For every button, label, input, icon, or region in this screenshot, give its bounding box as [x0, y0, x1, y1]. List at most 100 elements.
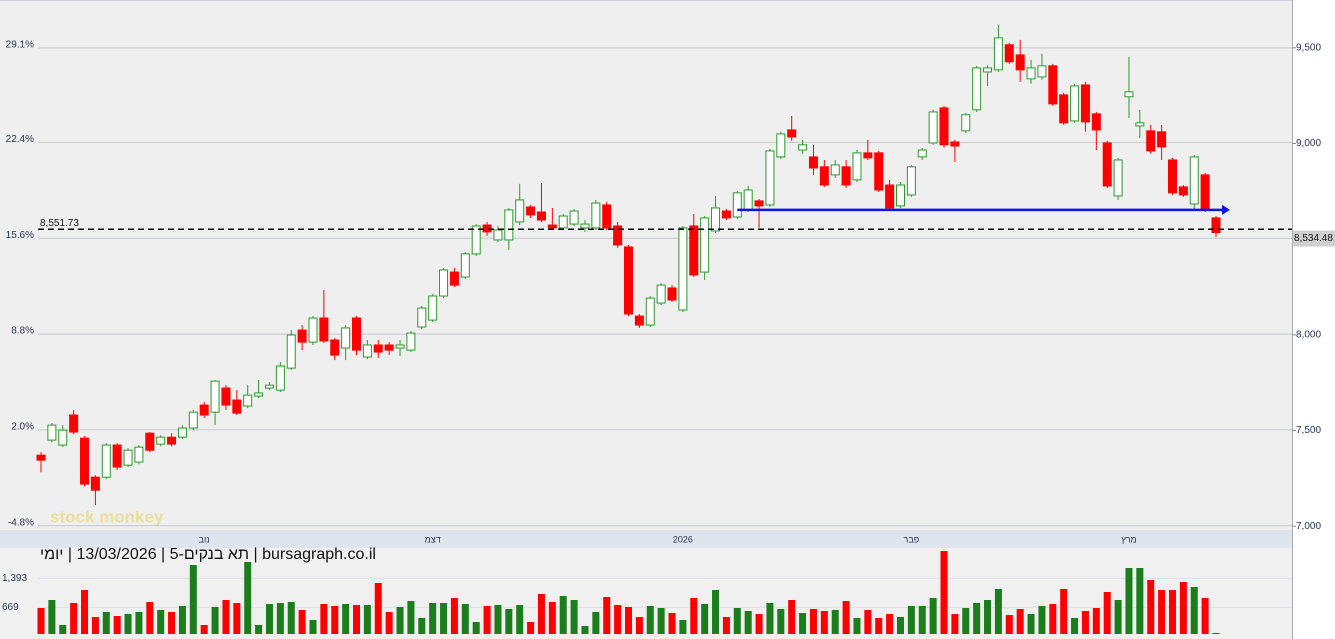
candle-body [243, 394, 253, 407]
volume-bar [614, 605, 622, 634]
volume-bar [537, 594, 545, 634]
candle-body [732, 192, 742, 218]
candle-body [352, 317, 362, 351]
volume-bar [211, 607, 219, 634]
candle-body [1178, 186, 1188, 196]
candle-body [591, 202, 601, 229]
candle-body [297, 329, 307, 343]
volume-bar [450, 598, 458, 634]
candle-body [449, 271, 459, 286]
candle-body [460, 253, 470, 278]
candle-body [1157, 131, 1167, 148]
candle-body [482, 224, 492, 233]
volume-bar [994, 589, 1002, 634]
x-tick-label: 2026 [673, 534, 693, 544]
candle-body [1124, 91, 1134, 98]
volume-bar [516, 605, 524, 634]
candle-body [504, 209, 514, 241]
volume-bar [842, 601, 850, 634]
volume-bar [494, 605, 502, 634]
candle-body [830, 164, 840, 176]
volume-bar [472, 622, 480, 634]
volume-bar [1038, 606, 1046, 634]
candle-body [645, 297, 655, 326]
candle-body [1037, 65, 1047, 78]
volume-bar [592, 612, 600, 634]
volume-tick-label: 669 [2, 602, 19, 613]
candle-body [177, 427, 187, 438]
candle-body [754, 200, 764, 207]
y2-tick-label: 22.4% [6, 134, 34, 145]
candle-body [264, 384, 274, 389]
candle-body [939, 107, 949, 146]
candle-body [536, 211, 546, 221]
volume-bar [363, 605, 371, 634]
candle-body [1135, 122, 1145, 127]
candle-body [330, 339, 340, 356]
volume-bar [157, 610, 165, 634]
volume-bar [298, 610, 306, 634]
candle-body [439, 269, 449, 297]
volume-bar [91, 617, 99, 634]
volume-bar [896, 617, 904, 634]
volume-bar [799, 613, 807, 634]
candle-body [569, 210, 579, 225]
volume-bar [755, 614, 763, 634]
y-tick-label: 7,500 [1296, 425, 1321, 436]
volume-bar [59, 625, 67, 634]
volume-bar [559, 596, 567, 634]
volume-bar [864, 610, 872, 634]
volume-bar [244, 562, 252, 634]
candle-body [1004, 44, 1014, 63]
volume-bar [918, 606, 926, 634]
candle-body [613, 225, 623, 246]
y-tick-label: 7,000 [1296, 521, 1321, 532]
volume-bar [951, 614, 959, 634]
volume-bar [1168, 590, 1176, 634]
volume-bar [265, 604, 273, 634]
candle-body [156, 436, 166, 445]
candle-body [1200, 174, 1210, 211]
watermark: stock monkey [50, 507, 164, 526]
candle-body [1015, 54, 1025, 71]
candle-body [1189, 156, 1199, 205]
volume-bar [679, 620, 687, 634]
candle-body [210, 380, 220, 413]
volume-bar [886, 614, 894, 634]
candle-body [199, 404, 209, 416]
volume-bar [875, 618, 883, 634]
volume-bar [853, 618, 861, 634]
y2-tick-label: 2.0% [11, 422, 34, 433]
candle-body [885, 184, 895, 209]
candle-body [776, 133, 786, 158]
volume-bar [200, 625, 208, 634]
candle-body [602, 204, 612, 229]
volume-bar [189, 565, 197, 634]
candle-body [395, 344, 405, 349]
volume-bar [70, 603, 78, 634]
volume-bar [668, 613, 676, 634]
volume-bar [1005, 615, 1013, 634]
volume-bar [733, 608, 741, 634]
volume-bar [342, 604, 350, 634]
y-tick-label: 9,000 [1296, 138, 1321, 149]
candle-body [1211, 217, 1221, 234]
candle-body [558, 215, 568, 229]
candle-body [232, 399, 242, 414]
plot-area [0, 0, 1292, 530]
volume-bar [809, 609, 817, 634]
y2-tick-label: -4.8% [8, 517, 34, 528]
candle-body [624, 246, 633, 315]
candle-body [634, 315, 644, 326]
volume-bar [1060, 589, 1068, 634]
candle-body [765, 150, 775, 206]
candle-body [721, 210, 731, 219]
candle-body [580, 223, 590, 229]
candle-body [950, 141, 960, 147]
candle-body [667, 287, 677, 301]
volume-bar [1016, 609, 1024, 634]
volume-bar [1092, 608, 1100, 634]
volume-bar [146, 602, 154, 634]
candle-body [101, 444, 111, 478]
volume-bar [701, 604, 709, 634]
